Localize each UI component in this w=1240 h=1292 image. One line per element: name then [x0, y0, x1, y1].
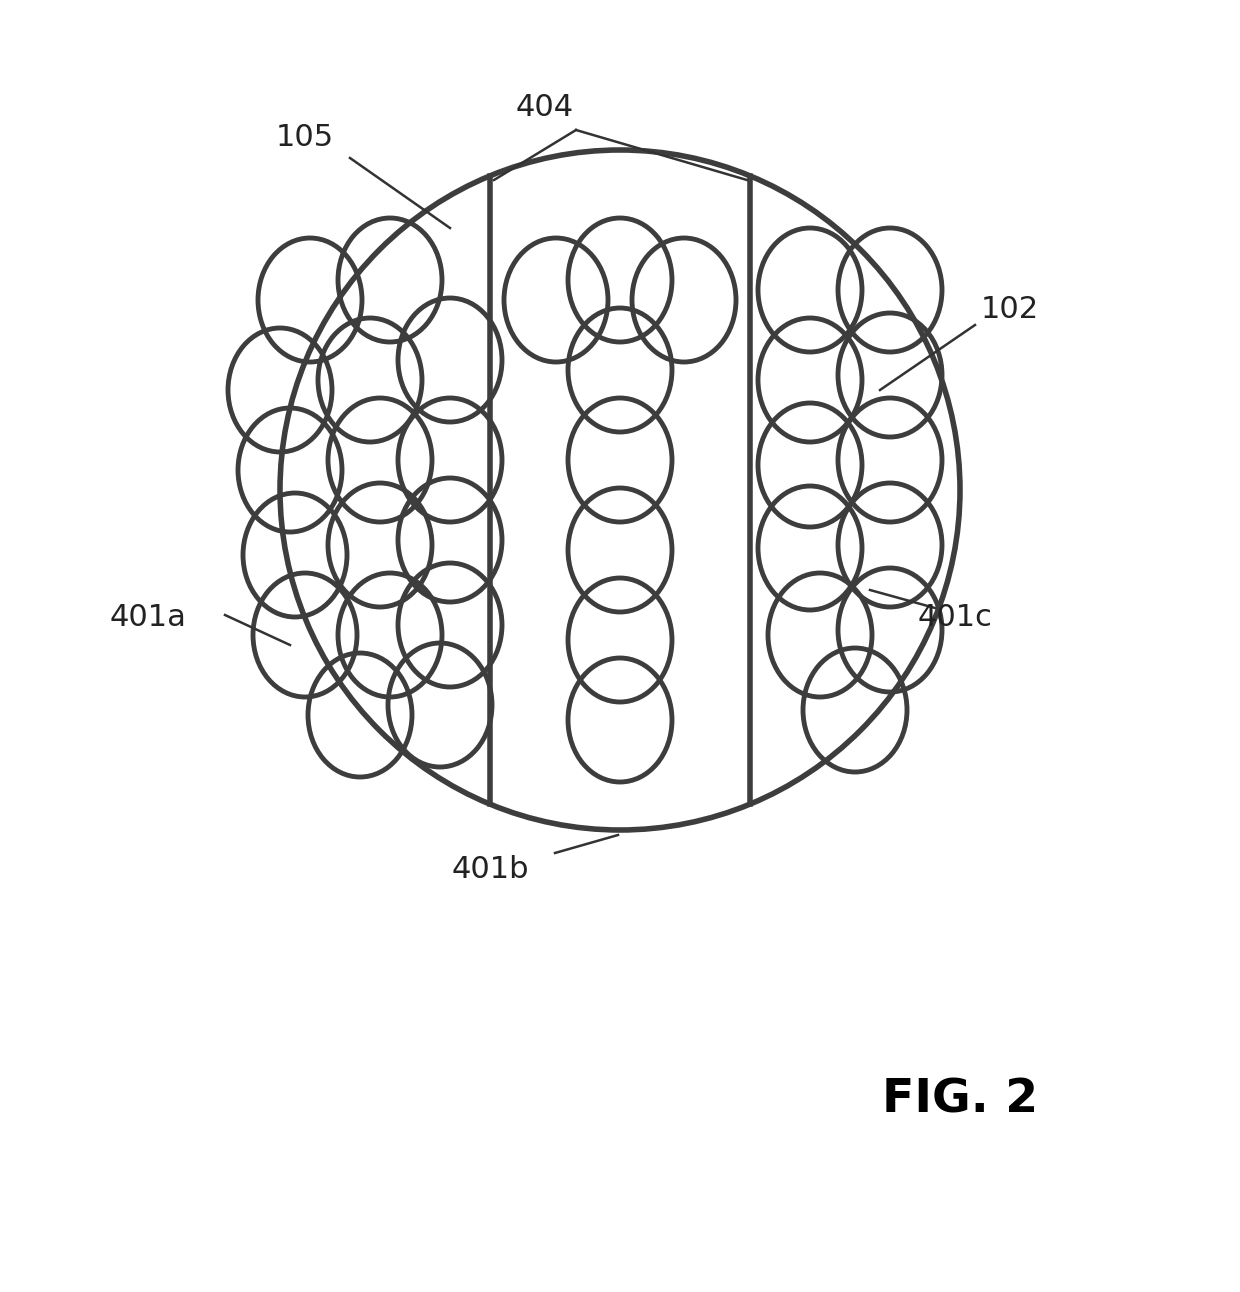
Text: 105: 105: [277, 124, 334, 152]
Text: FIG. 2: FIG. 2: [882, 1078, 1038, 1123]
Text: 401a: 401a: [109, 603, 186, 633]
Text: 401c: 401c: [918, 603, 992, 633]
Text: 404: 404: [516, 93, 574, 123]
Text: 102: 102: [981, 296, 1039, 324]
Text: 401b: 401b: [451, 855, 528, 885]
